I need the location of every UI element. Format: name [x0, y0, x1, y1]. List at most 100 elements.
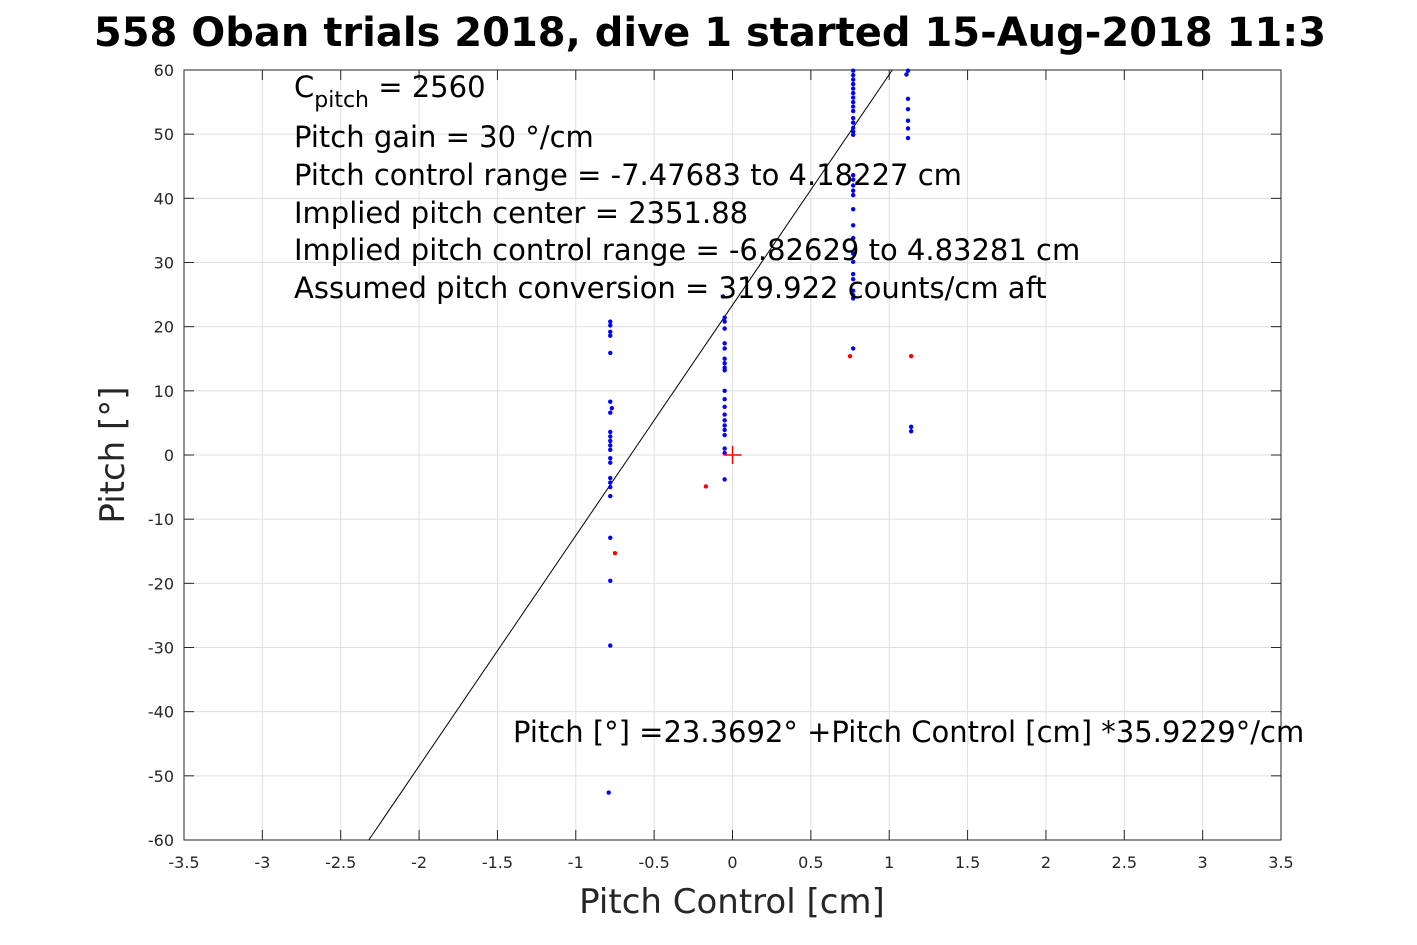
annotation-line: Pitch gain = 30 °/cm	[294, 120, 594, 154]
data-point-blue	[850, 235, 856, 241]
data-point-blue	[608, 535, 613, 540]
data-point-red	[847, 353, 853, 359]
y-tick-label: -10	[148, 510, 174, 529]
points-layer	[606, 68, 914, 795]
data-point-blue	[722, 346, 727, 351]
data-point-blue	[850, 293, 856, 298]
data-point-blue	[905, 106, 911, 112]
data-point-blue	[850, 104, 856, 109]
x-tick-label: 0	[727, 853, 737, 872]
x-tick-label: -2.5	[325, 853, 356, 872]
x-tick-labels: -3.5 -3 -2.5 -2 -1.5 -1 -0.5 0 0.5 1 1.5 2 2.5 3 3.5	[168, 853, 1293, 872]
data-point-blue	[608, 493, 613, 499]
y-tick-label: 50	[154, 125, 174, 144]
x-tick-label: 3	[1198, 853, 1208, 872]
data-point-blue	[850, 173, 856, 178]
data-point-blue	[608, 399, 613, 404]
data-point-blue	[720, 294, 726, 299]
x-tick-label: 0.5	[798, 853, 823, 872]
data-point-blue	[908, 429, 914, 434]
x-tick-label: -3.5	[168, 853, 199, 872]
data-point-blue	[850, 207, 856, 212]
data-point-blue	[608, 350, 613, 356]
data-point-blue	[905, 126, 911, 131]
data-point-blue	[850, 346, 856, 351]
data-point-blue	[722, 450, 727, 456]
y-tick-label: -40	[148, 703, 174, 722]
data-point-blue	[904, 72, 909, 77]
y-tick-label: 0	[164, 446, 174, 465]
data-point-blue	[608, 480, 613, 485]
x-tick-label: 1	[884, 853, 894, 872]
data-point-blue	[905, 68, 911, 73]
data-point-blue	[608, 484, 613, 490]
x-tick-label: 2.5	[1112, 853, 1137, 872]
x-tick-label: -2	[411, 853, 427, 872]
data-point-blue	[608, 447, 613, 453]
y-tick-labels: -60 -50 -40 -30 -20 -10 0 10 20 30 40 50 60	[148, 61, 174, 850]
y-tick-label: -60	[148, 831, 174, 850]
annotation-line: Implied pitch control range = -6.82629 t…	[294, 233, 1080, 267]
chart-title: 558 Oban trials 2018, dive 1 started 15-…	[94, 10, 1326, 56]
data-point-blue	[850, 90, 856, 96]
fit-layer	[368, 69, 893, 841]
data-point-blue	[850, 115, 856, 121]
y-tick-label: 40	[154, 189, 174, 208]
data-point-blue	[850, 259, 856, 265]
annotation-line: Assumed pitch conversion = 319.922 count…	[294, 271, 1047, 305]
data-point-blue	[722, 418, 727, 423]
data-point-blue	[608, 434, 613, 439]
data-point-blue	[850, 276, 856, 282]
x-tick-label: -3	[254, 853, 270, 872]
data-point-blue	[850, 132, 856, 138]
data-point-blue	[608, 410, 613, 415]
y-tick-label: 60	[154, 61, 174, 80]
data-point-blue	[850, 125, 856, 130]
y-tick-label: -50	[148, 767, 174, 786]
axes-frame	[183, 69, 1282, 841]
x-axis-label: Pitch Control [cm]	[579, 882, 885, 922]
data-point-blue	[608, 323, 613, 328]
data-point-blue	[908, 424, 914, 429]
data-point-blue	[850, 77, 856, 82]
annotation-line: Implied pitch center = 2351.88	[294, 196, 748, 230]
fit-equation-label: Pitch [°] =23.3692° +Pitch Control [cm] …	[513, 715, 1304, 749]
data-point-blue	[608, 578, 613, 583]
data-point-blue	[850, 120, 856, 125]
data-point-blue	[722, 326, 727, 331]
data-point-blue	[608, 319, 613, 324]
data-point-blue	[905, 118, 911, 123]
data-point-blue	[608, 460, 613, 465]
y-tick-label: 30	[154, 254, 174, 273]
data-point-blue	[608, 456, 613, 461]
data-point-blue	[608, 643, 613, 648]
data-point-blue	[722, 423, 727, 428]
data-point-blue	[850, 192, 856, 198]
y-tick-label: 10	[154, 382, 174, 401]
data-point-blue	[850, 271, 856, 277]
data-point-blue	[609, 405, 615, 411]
annotation-block: Cpitch = 2560 Pitch gain = 30 °/cm Pitch c…	[294, 70, 1080, 305]
data-point-blue	[722, 341, 727, 346]
data-point-blue	[722, 315, 727, 320]
data-point-blue	[850, 72, 856, 78]
data-point-blue	[850, 296, 856, 301]
data-point-red	[703, 484, 709, 489]
data-point-blue	[850, 223, 856, 228]
data-point-blue	[608, 475, 613, 481]
data-point-blue	[608, 329, 613, 334]
data-point-blue	[850, 86, 856, 91]
data-point-blue	[850, 288, 856, 293]
data-point-blue	[722, 356, 727, 361]
data-point-blue	[722, 477, 727, 482]
data-point-blue	[850, 251, 856, 256]
data-point-blue	[850, 108, 856, 114]
y-axis-label: Pitch [°]	[93, 386, 133, 523]
x-tick-label: 3.5	[1268, 853, 1293, 872]
data-point-blue	[722, 404, 727, 410]
x-tick-label: 2	[1041, 853, 1051, 872]
data-point-blue	[850, 129, 856, 134]
x-tick-label: -1.5	[482, 853, 513, 872]
data-point-red	[908, 353, 914, 359]
x-tick-label: -1	[568, 853, 584, 872]
